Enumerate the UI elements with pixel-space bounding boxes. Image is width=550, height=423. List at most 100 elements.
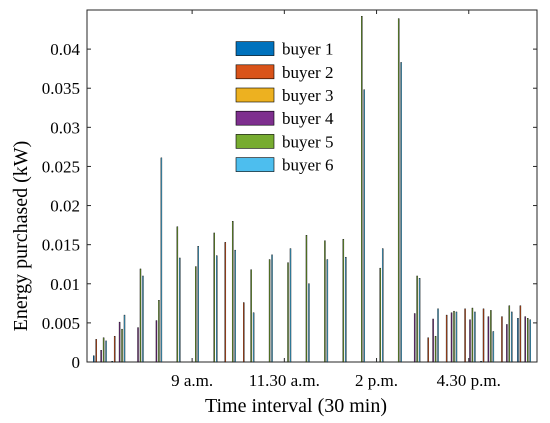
bar-buyer-5-9 [250,269,252,363]
legend-swatch-buyer-5 [235,134,275,149]
legend-label-buyer-3: buyer 3 [282,86,333,105]
bar-buyer-5-24 [527,318,529,363]
x-tick-label: 2 p.m. [355,371,398,390]
bar-buyer-1-1 [93,355,95,363]
x-tick-label: 11.30 a.m. [249,371,320,390]
bar-buyer-1-24 [517,318,519,363]
bar-buyer-5-20 [453,310,455,363]
y-tick-label: 0.01 [50,275,80,294]
legend-label-buyer-5: buyer 5 [282,132,333,151]
bar-buyer-6-9 [252,312,255,363]
bar-buyer-6-3 [142,275,144,363]
bar-buyer-4-23 [506,324,508,363]
y-tick-label: 0.005 [42,314,80,333]
legend-label-buyer-6: buyer 6 [282,156,333,175]
bar-buyer-5-7 [213,232,215,363]
bar-buyer-6-2 [123,314,126,363]
bar-buyer-6-4 [160,157,163,363]
bar-buyer-1-22 [480,361,482,363]
bar-buyer-4-21 [469,319,471,363]
bar-buyer-2-23 [501,316,503,363]
bar-buyer-6-22 [492,331,495,363]
legend-swatch-buyer-4 [235,110,275,126]
y-tick-label: 0.04 [50,40,80,59]
legend-label-buyer-4: buyer 4 [282,109,334,128]
x-tick-label: 9 a.m. [171,371,213,390]
bar-buyer-5-17 [397,18,400,363]
bar-buyer-5-18 [416,275,418,363]
bar-buyer-6-7 [215,255,218,363]
bar-buyer-2-2 [113,335,116,363]
bar-buyer-5-4 [158,300,160,363]
legend-swatch-buyer-2 [235,64,275,80]
bar-buyer-2-9 [243,302,245,363]
x-tick-label: 4.30 p.m. [437,371,501,390]
bar-buyer-6-16 [381,248,384,363]
bar-buyer-6-13 [326,259,329,363]
bar-buyer-6-10 [271,254,273,363]
bar-buyer-6-12 [308,283,310,363]
legend-swatch-buyer-3 [235,87,275,103]
legend-label-buyer-1: buyer 1 [282,40,333,59]
bar-buyer-6-6 [197,246,199,363]
bar-buyer-6-20 [455,311,458,363]
bar-buyer-2-19 [427,337,429,363]
bar-buyer-6-17 [400,62,402,363]
bar-buyer-5-12 [305,235,308,363]
bar-buyer-2-21 [464,308,466,363]
bar-buyer-2-1 [95,339,97,363]
legend-label-buyer-2: buyer 2 [282,63,333,82]
axes-group: 0 0.005 0.01 0.015 0.02 0.025 0.03 0.035 0.04 9 a… [42,10,537,390]
y-tick-label: 0.02 [50,197,80,216]
bar-buyer-5-23 [508,305,511,363]
y-tick-label: 0.025 [42,157,80,176]
bar-buyer-5-2 [121,328,123,363]
bar-buyer-5-16 [379,267,381,363]
bar-buyer-4-19 [432,318,434,363]
bar-buyer-2-22 [482,308,485,363]
bar-buyer-5-8 [231,220,234,363]
bar-buyer-2-8 [224,242,227,363]
legend: buyer 1 buyer 2 buyer 3 buyer 4 buyer 5 buyer… [222,31,349,177]
bar-buyer-4-24 [524,316,527,363]
bar-buyer-6-19 [437,308,439,363]
bar-buyer-5-15 [361,16,363,363]
bar-buyer-4-1 [100,350,102,363]
legend-swatch-buyer-6 [235,157,275,172]
bar-buyer-6-11 [289,248,292,363]
y-tick-label: 0.035 [42,79,80,98]
y-tick-label: 0.03 [50,118,80,137]
y-tick-label: 0.015 [42,236,80,255]
bar-buyer-4-2 [118,321,121,363]
bar-buyer-6-18 [418,278,421,363]
bar-buyer-4-3 [137,327,139,363]
x-axis-label: Time interval (30 min) [205,395,387,417]
bar-buyer-5-13 [324,240,326,363]
bar-buyer-6-15 [363,89,365,363]
bar-buyer-5-1 [102,337,105,363]
bar-buyer-4-22 [487,316,490,363]
bar-buyer-5-22 [490,310,492,363]
bar-buyer-5-6 [195,266,197,363]
bars-group [93,16,531,363]
bar-buyer-1-2 [111,361,113,363]
bar-buyer-5-19 [434,335,437,363]
bar-buyer-5-11 [287,262,289,363]
bar-buyer-6-5 [179,257,181,363]
bar-buyer-2-20 [445,314,448,363]
bar-buyer-4-4 [155,320,158,363]
bar-buyer-5-5 [176,226,179,363]
bar-buyer-4-20 [450,312,453,363]
bar-buyer-5-10 [268,259,271,363]
y-axis-label: Energy purchased (kW) [10,141,32,332]
bar-buyer-5-3 [139,268,142,363]
bar-buyer-5-21 [471,307,474,363]
bar-buyer-6-14 [345,256,347,363]
bar-buyer-6-21 [474,311,476,363]
bar-buyer-6-1 [105,340,107,363]
bar-buyer-4-18 [413,313,416,363]
legend-swatch-buyer-1 [235,41,275,56]
bar-buyer-5-14 [342,238,345,363]
bar-buyer-2-24 [519,305,522,363]
